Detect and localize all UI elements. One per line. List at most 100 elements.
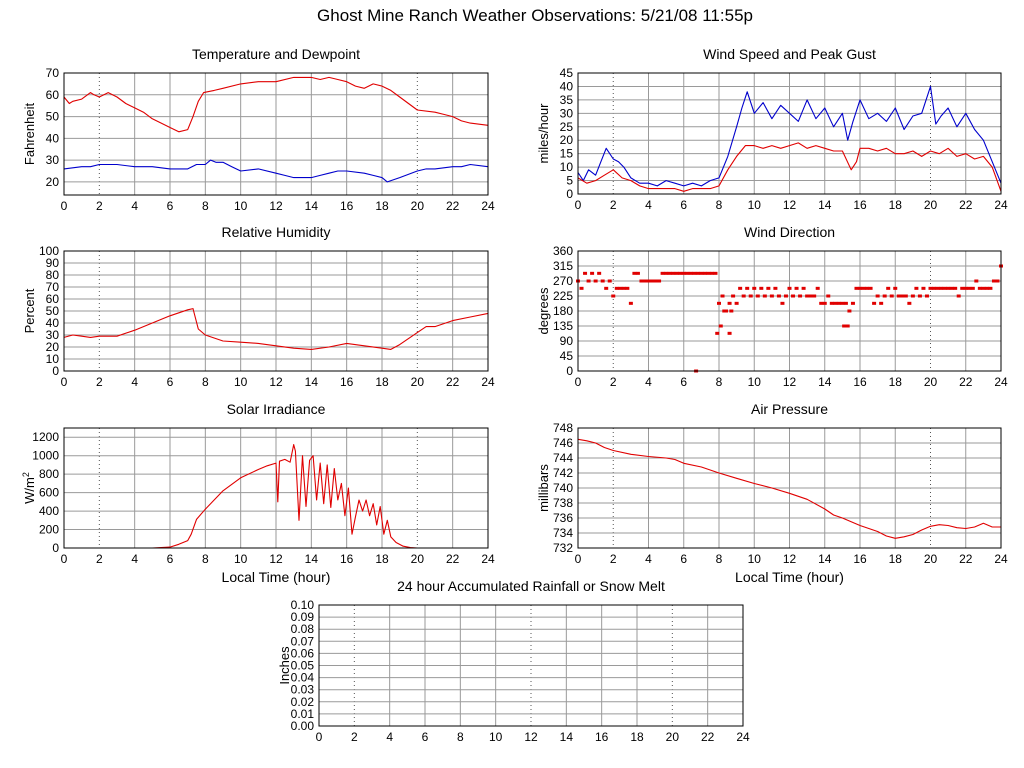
wdir-point [842, 324, 847, 328]
wind-xtick-label: 22 [959, 198, 973, 212]
wdir-point [921, 286, 926, 290]
wdir-point [787, 286, 792, 290]
wdir-point [995, 279, 1000, 283]
pressure-ytick-label: 738 [553, 496, 573, 510]
rain-ytick-label: 0.06 [291, 646, 315, 660]
wdir-point [579, 286, 584, 290]
wdir-point [939, 286, 944, 290]
wdir-point [607, 279, 612, 283]
solar-title: Solar Irradiance [227, 401, 326, 417]
wdir-point [717, 301, 721, 305]
rh-xtick-label: 16 [340, 375, 354, 389]
wdir-point [759, 286, 764, 290]
wdir-ytick-label: 315 [553, 259, 573, 273]
rh-ytick-label: 30 [46, 328, 60, 342]
solar-xtick-label: 0 [61, 552, 68, 566]
temp-xtick-label: 10 [234, 199, 248, 213]
pressure-xtick-label: 6 [680, 552, 687, 566]
pressure-xtick-label: 20 [924, 552, 938, 566]
wind-xtick-label: 24 [994, 198, 1008, 212]
wdir-point [583, 271, 588, 275]
rain-ytick-label: 0.04 [291, 671, 315, 685]
wdir-ytick-label: 225 [553, 289, 573, 303]
pressure-title: Air Pressure [751, 401, 828, 417]
solar-xtick-label: 8 [202, 552, 209, 566]
wdir-point [678, 271, 683, 275]
wdir-point [685, 271, 690, 275]
wdir-point [903, 294, 908, 298]
rh-xtick-label: 10 [234, 375, 248, 389]
temp-xtick-label: 2 [96, 199, 103, 213]
temp-xtick-label: 22 [446, 199, 460, 213]
pressure-ytick-label: 732 [553, 541, 573, 555]
wdir-point [731, 294, 736, 298]
rh-xtick-label: 6 [167, 375, 174, 389]
solar-ytick-label: 1200 [32, 430, 59, 444]
rh-series-0-line [63, 308, 489, 350]
rain-xtick-label: 16 [595, 730, 609, 744]
rain-title: 24 hour Accumulated Rainfall or Snow Mel… [397, 578, 665, 594]
wdir-xtick-label: 20 [924, 375, 938, 389]
wdir-ylabel-text: degrees [536, 287, 551, 334]
wdir-point [722, 309, 727, 313]
wdir-point [872, 301, 877, 305]
wdir-point [850, 301, 855, 305]
wdir-xtick-label: 18 [889, 375, 903, 389]
rain-ylabel: Inches [277, 646, 292, 685]
wdir-point [755, 294, 760, 298]
temp-xtick-label: 6 [167, 199, 174, 213]
wdir-point [805, 294, 810, 298]
wdir-plot-frame [577, 250, 1002, 372]
rain-xtick-label: 0 [316, 730, 323, 744]
wdir-ylabel: degrees [536, 287, 551, 334]
wdir-point [840, 301, 845, 305]
wdir-ytick-label: 90 [560, 334, 574, 348]
solar-xtick-label: 10 [234, 552, 248, 566]
pressure-xtick-label: 24 [994, 552, 1008, 566]
wind-ytick-label: 20 [560, 133, 574, 147]
wdir-xtick-label: 16 [853, 375, 867, 389]
wdir-point [741, 294, 746, 298]
rain-xtick-label: 22 [701, 730, 715, 744]
wind-ytick-label: 25 [560, 120, 574, 134]
wdir-ytick-label: 270 [553, 274, 573, 288]
pressure-ytick-label: 748 [553, 421, 573, 435]
rain-ytick-label: 0.01 [291, 707, 315, 721]
wind-xtick-label: 14 [818, 198, 832, 212]
wdir-point [646, 279, 651, 283]
pressure-xtick-label: 18 [889, 552, 903, 566]
wind-xtick-label: 18 [889, 198, 903, 212]
pressure-ytick-label: 744 [553, 451, 573, 465]
wdir-point [819, 301, 824, 305]
wdir-point [801, 286, 806, 290]
rh-xtick-label: 18 [375, 375, 389, 389]
solar-xtick-label: 22 [446, 552, 460, 566]
wdir-xtick-label: 24 [994, 375, 1008, 389]
wind-series-1-line [577, 142, 1002, 192]
wdir-point [702, 271, 707, 275]
wdir-point [688, 271, 693, 275]
wdir-xtick-label: 12 [783, 375, 797, 389]
rh-xtick-label: 4 [131, 375, 138, 389]
wdir-point [699, 271, 704, 275]
solar-ylabel-superscript: 2 [21, 472, 31, 477]
temp-xtick-label: 18 [375, 199, 389, 213]
wdir-point [635, 271, 640, 275]
wind-title: Wind Speed and Peak Gust [703, 46, 876, 62]
rain-xtick-label: 4 [386, 730, 393, 744]
wdir-point [858, 286, 862, 290]
wdir-point [709, 271, 714, 275]
wdir-point [671, 271, 676, 275]
rh-xtick-label: 0 [61, 375, 68, 389]
temp-plot-frame [63, 72, 489, 196]
wdir-point [829, 301, 834, 305]
rh-ytick-label: 0 [52, 364, 59, 378]
wdir-point [798, 294, 803, 298]
wdir-point [868, 286, 873, 290]
rh-xtick-label: 14 [305, 375, 319, 389]
wdir-point [942, 286, 947, 290]
wdir-point [706, 271, 711, 275]
pressure-ylabel-text: millibars [536, 464, 551, 512]
